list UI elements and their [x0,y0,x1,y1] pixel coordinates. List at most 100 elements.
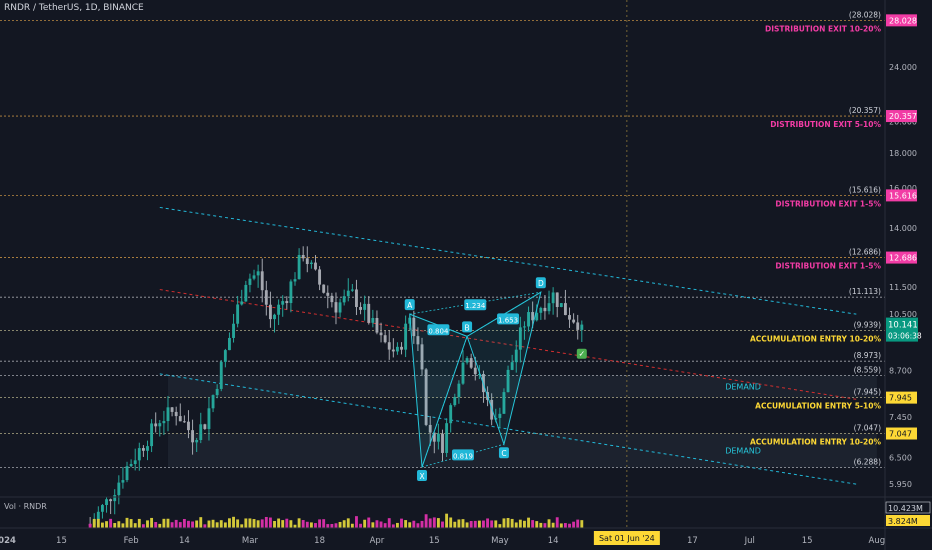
volume-bar [297,518,301,528]
candle-body [232,323,235,338]
volume-bar [350,523,354,528]
candle-body [559,303,563,308]
volume-bar [293,524,297,528]
candle-body [518,327,522,350]
volume-bar [400,518,403,528]
x-tick-label: 14 [179,536,190,546]
volume-bar [469,520,473,528]
volume-bar [203,524,207,528]
volume-bar [199,517,203,528]
volume-bar [424,514,428,528]
volume-bar [490,520,494,528]
countdown-label: 03:06:38 [888,332,922,341]
candle-body [256,271,260,276]
volume-bar [449,517,453,528]
pattern-ratio-badge [427,324,450,336]
candle-body [170,407,174,412]
volume-value-a: 10.423M [888,504,923,513]
level-price-tag [886,189,917,202]
volume-bar [539,522,543,528]
candle-body [285,301,289,304]
volume-bar [260,519,264,528]
candle-body [117,482,121,496]
x-tick-label: 15 [56,536,67,546]
volume-bar [252,519,256,528]
volume-bar [568,523,571,528]
volume-bar [256,520,260,528]
price-level-note: ACCUMULATION ENTRY 10-20% [750,438,882,447]
candle-body [461,362,465,384]
candle-body [539,307,543,313]
volume-bar [236,519,240,528]
price-level-value: (6.288) [854,458,881,467]
volume-bar [494,520,498,528]
demand-zone-label: DEMAND [725,382,761,391]
volume-bar [277,518,281,528]
price-level-value: (7.047) [854,424,881,433]
volume-bar [527,517,530,528]
volume-bar [96,518,100,528]
candle-body [535,312,539,321]
volume-bar [318,519,322,528]
y-tick-label: 6.500 [889,454,912,463]
pattern-point-label: D [538,279,544,288]
candle-body [191,430,195,443]
y-tick-label: 24.000 [889,63,917,72]
volume-bar [523,520,526,528]
price-level-value: (12.686) [849,248,881,257]
volume-bar [330,523,334,528]
candle-body [580,324,584,330]
candle-body [268,304,272,320]
candle-body [441,433,444,453]
pattern-ratio-label: 1.653 [498,316,518,324]
volume-bar [342,520,346,528]
price-level-value: (20.357) [849,106,881,115]
candle-body [277,304,281,315]
volume-bar [445,513,449,528]
x-tick-label: Mar [242,536,259,546]
candle-body [355,289,358,307]
candle-body [375,317,379,333]
volume-label: Vol · RNDR [4,502,47,511]
channel-upper-line [159,206,857,315]
pattern-point-label: A [407,301,413,310]
candle-body [252,275,256,279]
candle-body [445,423,449,453]
pattern-ratio-label: 0.819 [453,452,473,460]
volume-bar [555,517,559,528]
candle-body [297,255,301,280]
volume-bar [133,523,137,528]
price-axis[interactable] [885,0,932,550]
candle-body [555,292,559,308]
price-level-note: ACCUMULATION ENTRY 10-20% [750,335,882,344]
volume-bar [543,523,547,528]
x-tick-label: 15 [429,536,440,546]
volume-bar [346,518,350,528]
volume-bar [465,522,469,528]
candle-body [129,464,133,467]
candle-body [379,332,383,336]
candle-body [350,289,354,291]
price-level-note: DISTRIBUTION EXIT 5-10% [770,120,881,129]
candle-body [150,423,154,447]
candle-body [387,342,391,350]
candle-body [408,317,412,324]
x-tick-label: May [491,536,509,546]
candle-body [137,448,141,461]
price-level-value: (8.973) [854,351,881,360]
volume-bar [174,519,178,528]
candle-body [531,312,535,321]
pattern-ratio-badge [464,299,487,311]
volume-bar [334,523,338,528]
pattern-point-badge [535,277,546,289]
pattern-ratio-badge [497,313,520,325]
volume-bar [477,520,481,528]
volume-bar [572,521,576,528]
volume-bar [158,523,162,528]
candle-body [346,290,350,297]
candle-body [178,416,182,422]
candle-body [158,423,162,427]
volume-bar [240,524,244,528]
candle-body [477,374,481,376]
